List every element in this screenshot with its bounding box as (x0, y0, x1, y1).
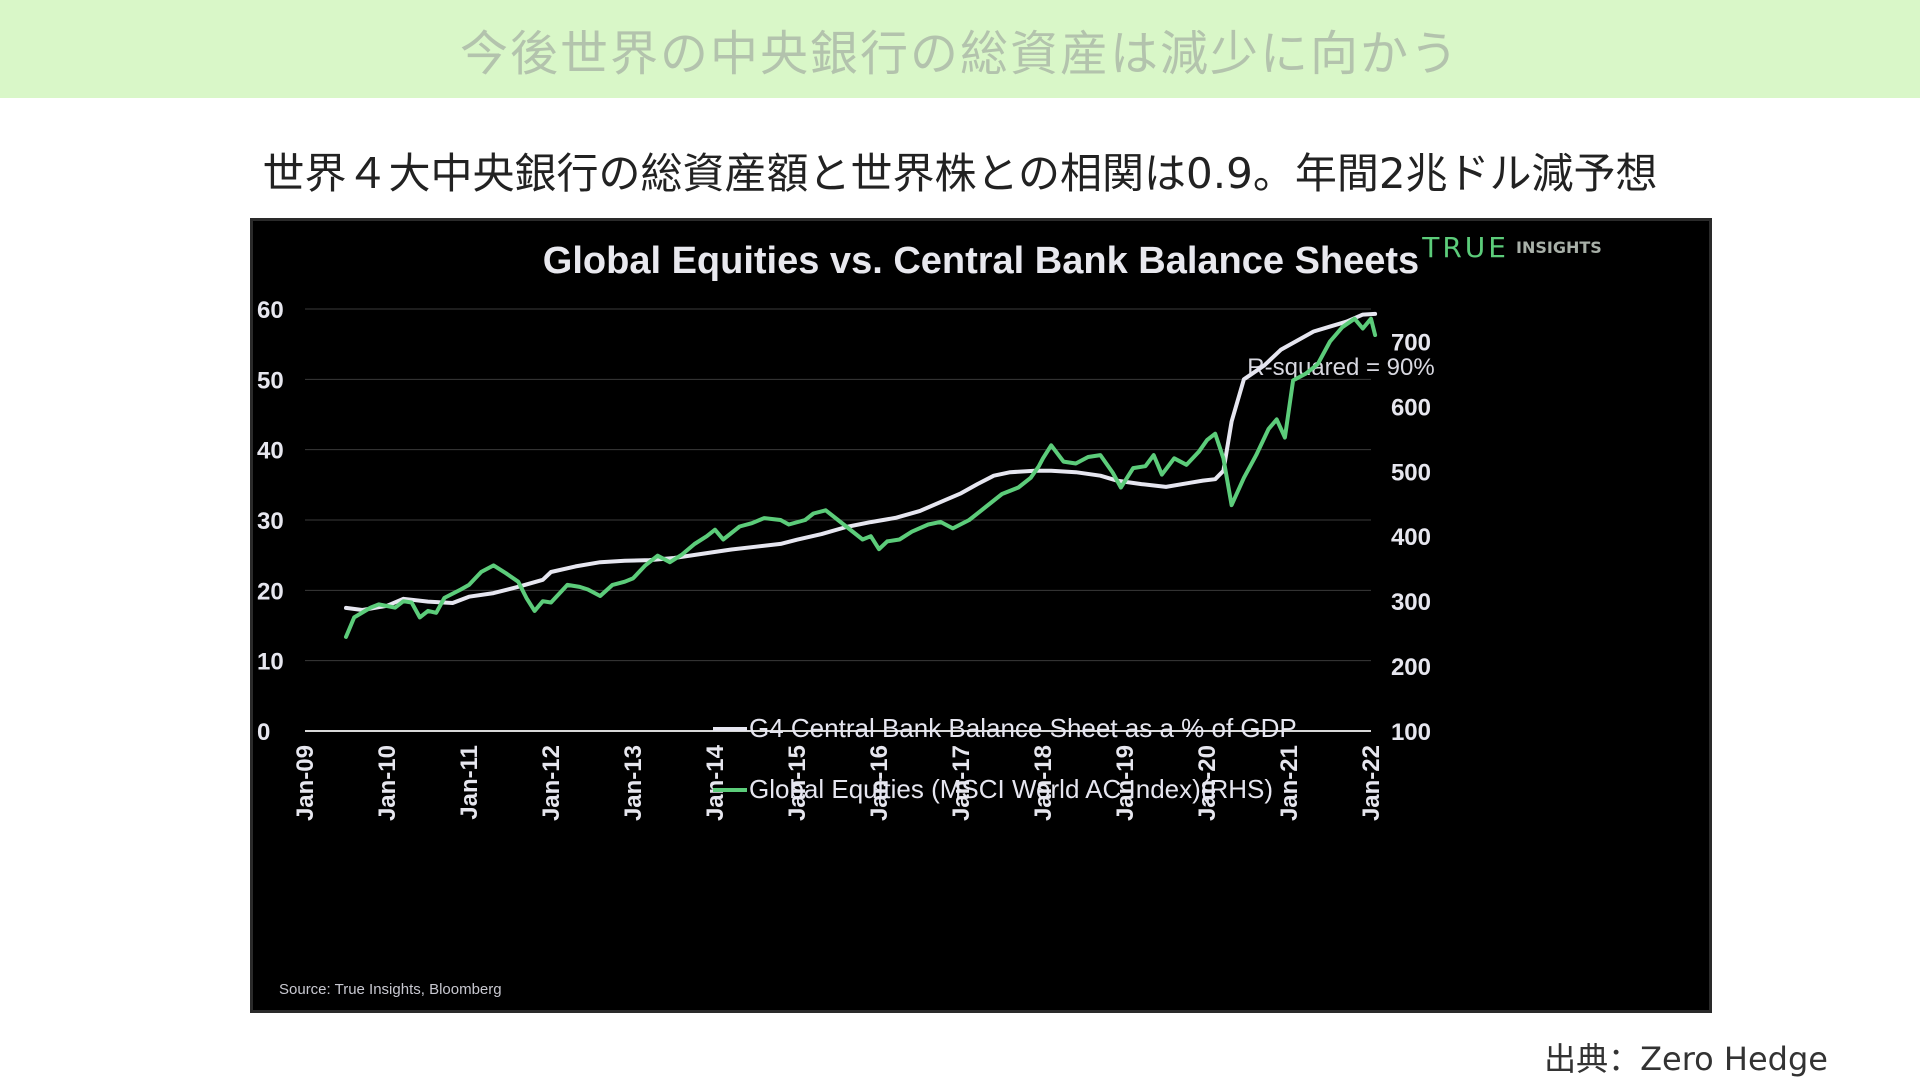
x-tick-label: Jan-14 (702, 744, 729, 821)
x-tick-label: Jan-09 (292, 745, 319, 821)
r-squared-annotation: R-squared = 90% (1247, 354, 1434, 381)
source-credit: 出典：Zero Hedge (1544, 1040, 1828, 1078)
brand-logo-word: TRUE (1421, 231, 1509, 264)
x-tick-label: Jan-13 (620, 745, 647, 821)
chart-background (253, 221, 1709, 1010)
x-axis: Jan-09 Jan-10 Jan-11 Jan-12 Jan-13 Jan-14 Jan-… (292, 744, 1385, 821)
chart-title: Global Equities vs. Central Bank Balance… (543, 240, 1419, 282)
left-tick-label: 50 (257, 367, 284, 394)
left-tick-label: 10 (257, 649, 284, 676)
x-tick-label: Jan-17 (948, 745, 975, 821)
legend: G4 Central Bank Balance Sheet as a % of … (713, 713, 1297, 804)
right-tick-label: 300 (1391, 589, 1431, 616)
left-tick-label: 0 (257, 719, 270, 746)
x-tick-label: Jan-12 (538, 745, 565, 821)
page-subtitle: 世界４大中央銀行の総資産額と世界株との相関は0.9。年間2兆ドル減予想 (262, 149, 1658, 198)
chart-svg: Global Equities vs. Central Bank Balance… (253, 221, 1709, 1010)
right-axis: 100 200 300 400 500 600 700 (1391, 329, 1431, 746)
legend-label-equities: Global Equities (MSCI World AC Index)(RH… (749, 774, 1273, 804)
right-tick-label: 100 (1391, 719, 1431, 746)
x-tick-label: Jan-19 (1112, 745, 1139, 821)
brand-logo-suffix: INSIGHTS (1516, 238, 1602, 257)
chart-source-note: Source: True Insights, Bloomberg (279, 981, 502, 998)
left-tick-label: 60 (257, 297, 284, 324)
x-tick-label: Jan-20 (1194, 745, 1221, 821)
left-axis: 0 10 20 30 40 50 60 (257, 297, 284, 746)
right-tick-label: 400 (1391, 524, 1431, 551)
series-balance-sheet (344, 311, 1378, 612)
right-tick-label: 600 (1391, 394, 1431, 421)
x-tick-label: Jan-22 (1358, 745, 1385, 821)
x-tick-label: Jan-11 (456, 745, 483, 820)
x-tick-label: Jan-18 (1030, 745, 1057, 821)
x-tick-label: Jan-15 (784, 745, 811, 821)
left-tick-label: 20 (257, 578, 284, 605)
right-tick-label: 200 (1391, 654, 1431, 681)
right-tick-label: 500 (1391, 459, 1431, 486)
chart-panel: Global Equities vs. Central Bank Balance… (250, 218, 1712, 1013)
x-tick-label: Jan-21 (1276, 745, 1303, 821)
banner-title: 今後世界の中央銀行の総資産は減少に向かう (459, 26, 1460, 82)
left-tick-label: 30 (257, 508, 284, 535)
grid-lines (305, 308, 1371, 732)
series-lines (344, 311, 1378, 639)
right-tick-label: 700 (1391, 329, 1431, 356)
x-tick-label: Jan-10 (374, 745, 401, 821)
series-equities (344, 316, 1378, 639)
left-tick-label: 40 (257, 438, 284, 465)
title-banner: 今後世界の中央銀行の総資産は減少に向かう (0, 0, 1920, 98)
x-tick-label: Jan-16 (866, 745, 893, 821)
legend-label-balance-sheet: G4 Central Bank Balance Sheet as a % of … (749, 713, 1297, 743)
